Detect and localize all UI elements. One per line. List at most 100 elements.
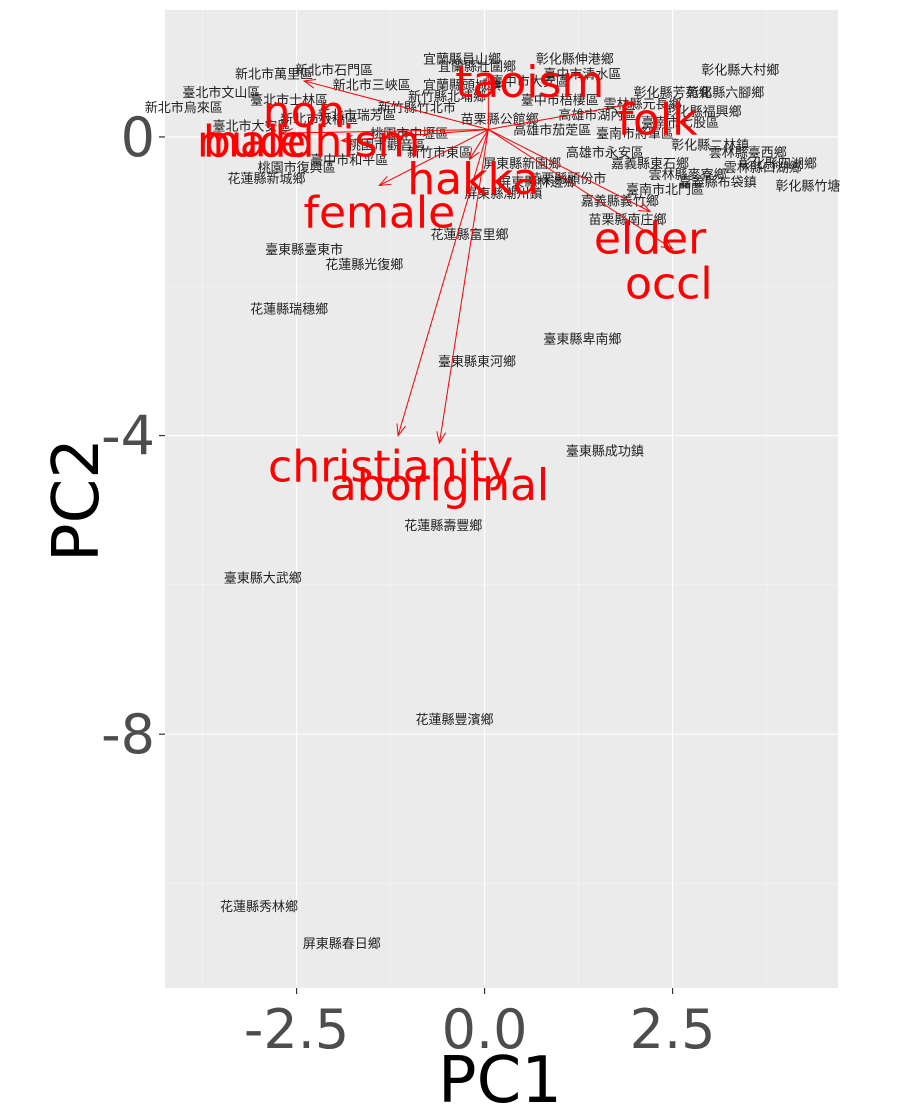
observation-label: 雲林縣麥寮鄉 <box>649 167 727 183</box>
y-tick-label: 0 <box>121 106 155 169</box>
observation-label: 臺東縣大武鄉 <box>224 570 302 586</box>
observation-label: 花蓮縣光復鄉 <box>325 257 403 273</box>
observation-label: 臺中市梧棲區 <box>521 93 599 109</box>
y-tick-label: -4 <box>101 405 155 468</box>
loading-label: christianity <box>268 441 513 492</box>
gridlines <box>165 10 838 988</box>
observation-label: 彰化縣六腳鄉 <box>686 85 764 101</box>
observation-label: 屏東縣林邊鄉 <box>498 175 576 191</box>
loading-arrowhead <box>623 100 637 111</box>
observation-label: 桃園市復興區 <box>258 160 336 176</box>
observation-label: 嘉義縣布袋鎮 <box>679 175 757 191</box>
observation-label: 臺東縣東河鄉 <box>438 354 516 370</box>
observation-label: 嘉義縣東石鄉 <box>611 156 689 172</box>
observation-label: 臺中市大安區 <box>491 74 569 90</box>
observation-label: 新竹縣竹北市 <box>378 100 456 116</box>
loading-arrowhead <box>280 128 293 138</box>
observation-label: 彰化縣芳苑鄉 <box>634 85 712 101</box>
observation-label: 彰化縣四湖鄉 <box>739 156 817 172</box>
observation-label: 彰化縣竹塘 <box>775 178 840 194</box>
observation-label: 新北市烏來區 <box>145 100 223 116</box>
observation-label: 臺中市清水區 <box>543 66 621 82</box>
loading-arrow <box>341 128 489 142</box>
loading-label: buddhism <box>203 117 421 168</box>
observation-label: 新北市萬里區 <box>235 66 313 82</box>
observation-label: 臺南市將軍區 <box>596 126 674 142</box>
observation-label: 臺南市七股區 <box>641 115 719 131</box>
loading-arrow <box>488 129 673 250</box>
observation-label: 屏東縣潮州鎮 <box>464 186 542 202</box>
observation-label: 雲林縣臺西鄉 <box>709 145 787 161</box>
observation-label: 雲林縣口湖鄉 <box>724 160 802 176</box>
loading-arrow <box>438 129 489 444</box>
plot-panel <box>165 10 838 988</box>
observation-label: 花蓮縣秀林鄉 <box>220 899 298 915</box>
observation-label: 屏東縣春日鄉 <box>303 936 381 952</box>
loading-arrowhead <box>483 72 494 85</box>
observation-label: 臺東縣成功鎮 <box>566 443 644 459</box>
observation-label: 高雄市湖內區 <box>558 108 636 124</box>
loading-arrow <box>397 129 489 436</box>
observation-label: 宜蘭縣壯圍鄉 <box>438 59 516 75</box>
loading-arrowhead <box>638 202 652 213</box>
y-tick-label: -8 <box>101 703 155 766</box>
loading-arrowhead <box>302 78 317 89</box>
observation-label: 高雄市永安區 <box>566 145 644 161</box>
observation-label: 新竹縣北埔鄉 <box>408 89 486 105</box>
observation-label: 高雄市茄萣區 <box>513 122 591 138</box>
loading-label: folk <box>617 94 698 145</box>
observation-label: 臺東縣卑南鄉 <box>543 331 621 347</box>
loading-arrow <box>281 128 489 134</box>
loading-arrows <box>280 72 674 445</box>
observation-label: 花蓮縣新城鄉 <box>228 171 306 187</box>
x-tick-label: -2.5 <box>244 998 349 1061</box>
observation-label: 臺東縣臺東市 <box>265 242 343 258</box>
loading-arrow <box>379 129 489 186</box>
loading-label: male <box>197 117 306 168</box>
observation-label: 花蓮縣壽豐鄉 <box>404 518 482 534</box>
loading-arrowhead <box>396 423 406 437</box>
observation-label: 新北市石門區 <box>295 63 373 79</box>
observation-label: 彰化縣二林鎮 <box>671 137 749 153</box>
loading-arrow <box>488 102 636 130</box>
loading-arrowhead <box>660 238 674 250</box>
x-tick-label: 2.5 <box>630 998 716 1061</box>
observation-label: 新北市板橋區 <box>280 111 358 127</box>
observation-label: 臺南市北門區 <box>626 182 704 198</box>
observation-label: 雲林縣元長鄉 <box>603 96 681 112</box>
loading-label: elder <box>594 214 707 265</box>
observation-label: 臺中市和平區 <box>310 152 388 168</box>
loading-arrow <box>469 129 489 160</box>
observation-label: 宜蘭縣頭城鎮 <box>423 78 501 94</box>
x-tick-label: 0.0 <box>442 998 528 1061</box>
observation-label: 臺北市文山區 <box>182 85 260 101</box>
loading-arrowhead <box>378 176 392 187</box>
observation-label: 臺北市士林區 <box>250 93 328 109</box>
loading-label: hakka <box>407 154 539 205</box>
observation-label: 苗栗縣頭份市 <box>528 171 606 187</box>
x-axis-title: PC1 <box>438 1044 562 1116</box>
observation-label: 花蓮縣富里鄉 <box>431 227 509 243</box>
y-axis-ticks: 0 -4 -8 <box>101 106 165 766</box>
loading-label: aboriginal <box>330 460 549 511</box>
loading-arrow <box>488 129 651 213</box>
observation-label: 彰化縣福興鄉 <box>664 104 742 120</box>
loading-label: taoism <box>455 57 604 108</box>
observation-label: 新竹市東區 <box>407 145 472 161</box>
observation-label: 桃園市觀音區 <box>348 137 426 153</box>
y-axis-title: PC2 <box>40 438 114 562</box>
observation-label: 嘉義縣義竹鄉 <box>581 193 659 209</box>
panel-background <box>165 10 838 988</box>
observation-label: 新北市瑞芳區 <box>318 108 396 124</box>
loading-label: female <box>303 188 455 239</box>
observation-label: 宜蘭縣員山鄉 <box>423 52 501 68</box>
observation-label: 臺北市大安區 <box>212 119 290 135</box>
observation-label: 花蓮縣瑞穗鄉 <box>250 302 328 318</box>
loading-arrowhead <box>436 431 447 445</box>
observation-label: 彰化縣伸港鄉 <box>536 52 614 68</box>
loading-arrowhead <box>340 134 354 145</box>
observation-label: 苗栗縣公館鄉 <box>461 111 539 127</box>
loading-arrowhead <box>468 147 480 161</box>
